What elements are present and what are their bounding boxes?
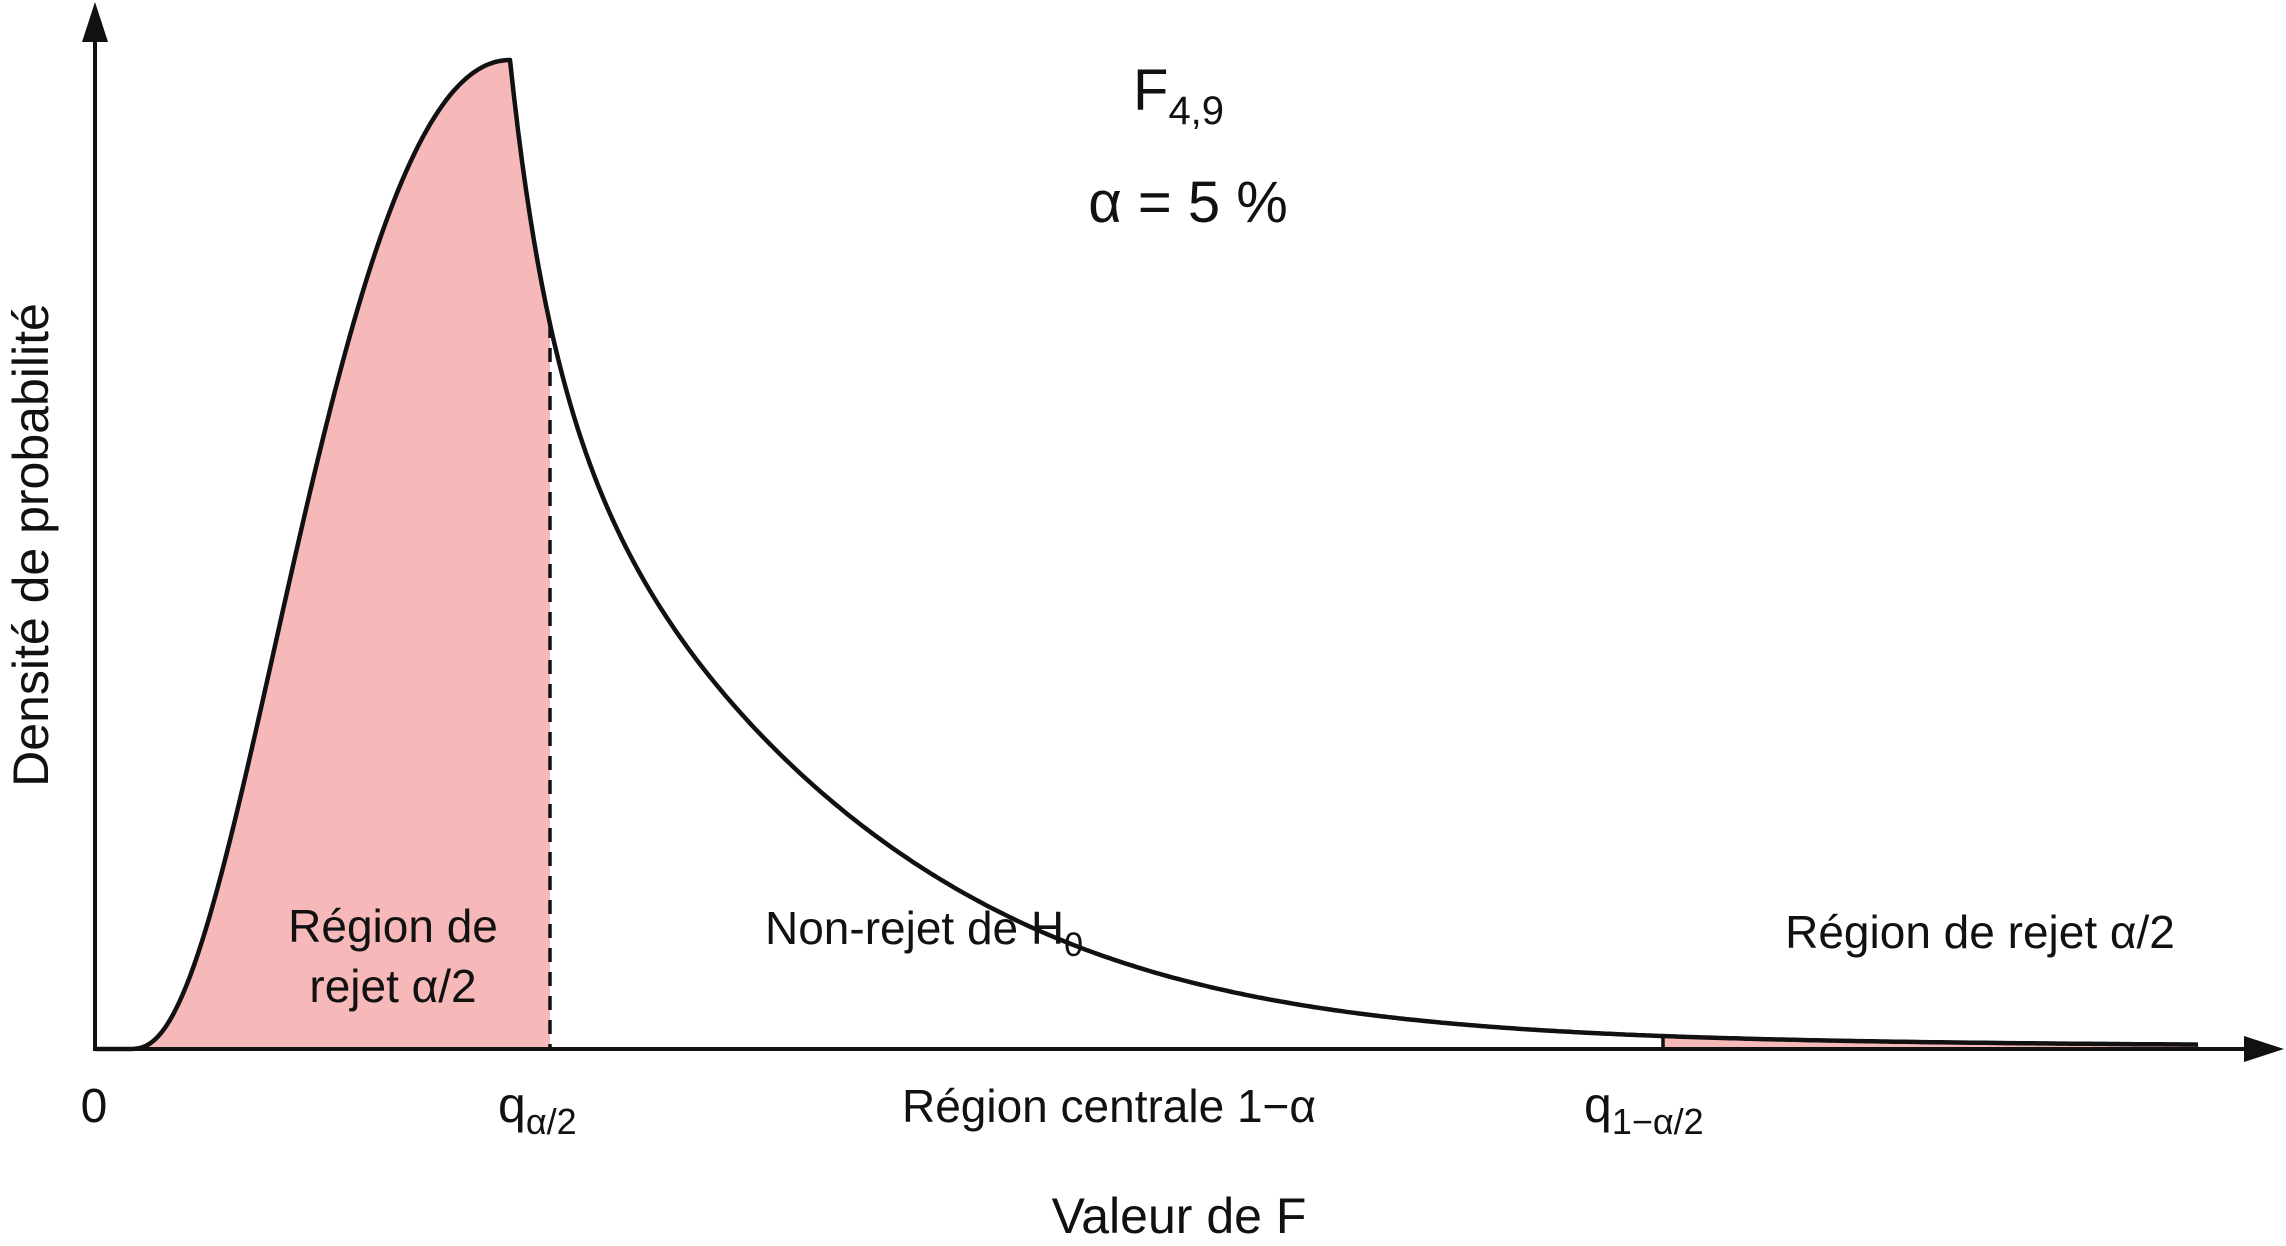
left-region-label-line2: rejet α/2 [309, 960, 476, 1012]
left-region-label-line1: Région de [288, 900, 498, 952]
central-region-label: Région centrale 1−α [902, 1080, 1316, 1132]
distribution-title: F4,9 [1133, 58, 1224, 133]
upper-quantile-label: q1−α/2 [1584, 1077, 1704, 1142]
x-axis-label: Valeur de F [1052, 1188, 1307, 1241]
alpha-label: α = 5 % [1088, 170, 1288, 235]
x-axis-arrow-icon [2244, 1036, 2284, 1062]
non-rejection-label: Non-rejet de H0 [765, 902, 1083, 964]
y-axis-arrow-icon [82, 2, 108, 42]
y-axis-label: Densité de probabilité [3, 303, 59, 787]
left-rejection-region [130, 60, 550, 1049]
origin-label: 0 [81, 1080, 108, 1133]
density-curve [95, 57, 2199, 1052]
right-region-label: Région de rejet α/2 [1785, 906, 2175, 958]
lower-quantile-label: qα/2 [498, 1077, 577, 1142]
